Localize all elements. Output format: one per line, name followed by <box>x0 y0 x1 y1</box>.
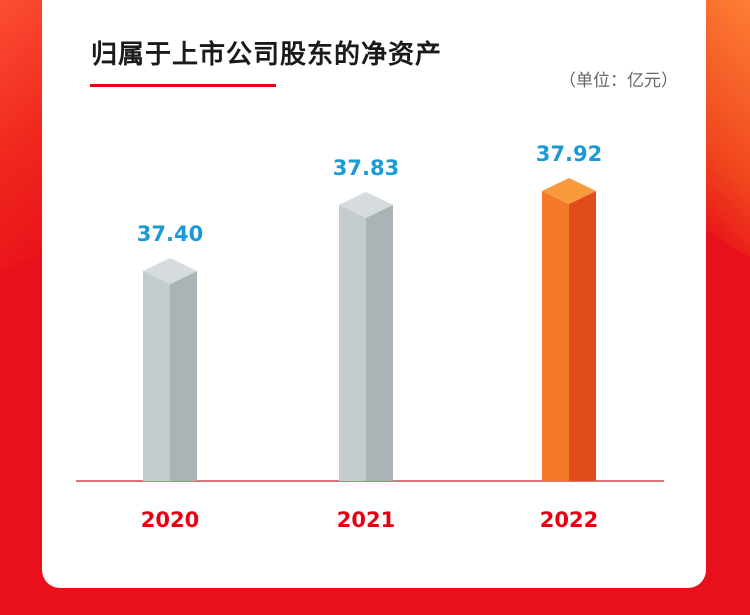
category-label-2020: 2020 <box>141 508 199 532</box>
bar-top-face <box>143 258 197 284</box>
bar-2022 <box>542 178 596 481</box>
value-label-2021: 37.83 <box>333 156 399 180</box>
category-label-2022: 2022 <box>540 508 598 532</box>
category-label-2021: 2021 <box>337 508 395 532</box>
value-label-2022: 37.92 <box>536 142 602 166</box>
chart-card: 归属于上市公司股东的净资产 （单位：亿元） 37.40 2020 37.83 2021… <box>42 0 706 588</box>
title-underline <box>90 84 276 87</box>
bar-2021 <box>339 191 393 481</box>
bar-front-face <box>339 204 366 481</box>
bar-front-face <box>143 271 170 481</box>
bar-top-face <box>542 178 596 204</box>
bar-side-face <box>170 271 197 481</box>
bar-front-face <box>542 191 569 481</box>
unit-label: （单位：亿元） <box>559 71 678 91</box>
bar-side-face <box>366 204 393 481</box>
chart-title: 归属于上市公司股东的净资产 <box>91 40 443 70</box>
bar-top-face <box>339 191 393 218</box>
value-label-2020: 37.40 <box>137 222 203 246</box>
bar-2020 <box>143 258 197 481</box>
bar-chart: 37.40 2020 37.83 2021 37.92 2022 <box>76 142 664 532</box>
bar-side-face <box>569 191 596 481</box>
